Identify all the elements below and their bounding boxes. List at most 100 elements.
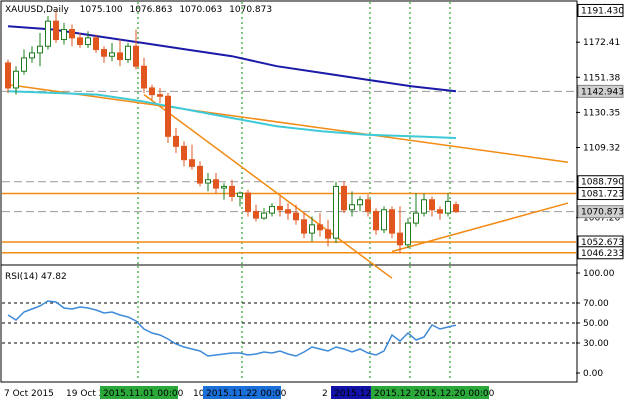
candle[interactable] <box>405 218 411 249</box>
candle[interactable] <box>133 29 139 70</box>
trendline <box>143 94 393 279</box>
symbol-header: XAUUSD,Daily 1075.100 1076.863 1070.063 … <box>5 5 272 15</box>
rsi-tick-label: 30.00 <box>583 339 609 349</box>
candle-body <box>13 70 19 89</box>
candle[interactable] <box>165 92 171 144</box>
moving-averages <box>7 25 457 139</box>
period-marker-box <box>100 386 178 399</box>
rsi-series <box>2 300 576 357</box>
candle[interactable] <box>117 39 123 67</box>
candle[interactable] <box>109 42 115 62</box>
candle[interactable] <box>397 206 403 253</box>
candle[interactable] <box>389 206 395 239</box>
candle[interactable] <box>317 213 323 237</box>
candle[interactable] <box>309 216 315 242</box>
price-tag-label: 1081.723 <box>581 190 624 200</box>
candle[interactable] <box>5 59 11 93</box>
candle[interactable] <box>221 183 227 200</box>
candle[interactable] <box>349 191 355 217</box>
candle[interactable] <box>85 31 91 48</box>
candle[interactable] <box>301 213 307 239</box>
price-tag-label: 1046.233 <box>581 249 624 259</box>
candle-body <box>301 219 307 234</box>
candle-body <box>365 199 371 212</box>
candle[interactable] <box>245 189 251 217</box>
symbol-label: XAUUSD,Daily <box>5 5 69 15</box>
candle[interactable] <box>197 161 203 187</box>
candle-body <box>197 165 203 184</box>
candle[interactable] <box>149 84 155 100</box>
candle[interactable] <box>229 179 235 202</box>
candle[interactable] <box>37 32 43 67</box>
candles[interactable] <box>5 10 459 253</box>
ohlc-close: 1070.873 <box>229 5 272 15</box>
candle[interactable] <box>45 16 51 50</box>
candle[interactable] <box>173 127 179 154</box>
candle-body <box>389 209 395 234</box>
candle[interactable] <box>285 203 291 220</box>
price-tag-label: 1088.790 <box>581 178 624 188</box>
candle[interactable] <box>325 219 331 247</box>
candle[interactable] <box>413 193 419 227</box>
candle-body <box>101 49 107 57</box>
candle[interactable] <box>357 196 363 212</box>
candle[interactable] <box>381 206 387 234</box>
candle[interactable] <box>429 196 435 217</box>
price-tag-label: 1070.873 <box>581 208 624 218</box>
x-tick-label: 7 Oct 2015 <box>4 389 54 399</box>
candle[interactable] <box>13 66 19 95</box>
candle[interactable] <box>93 34 99 53</box>
rsi-line <box>7 300 457 357</box>
x-tick-label: 19 Oct 2015 <box>66 389 122 399</box>
candle[interactable] <box>205 173 211 192</box>
candle[interactable] <box>101 46 107 63</box>
candle[interactable] <box>21 49 27 75</box>
ohlc-low: 1070.063 <box>179 5 222 15</box>
candle-body <box>61 29 67 41</box>
candle-body <box>93 37 99 51</box>
period-marker-box <box>203 386 281 399</box>
price-tick-label: 1109.32 <box>583 143 620 153</box>
candle[interactable] <box>69 24 75 47</box>
candle[interactable] <box>77 32 83 48</box>
candle[interactable] <box>53 10 59 43</box>
candle[interactable] <box>365 194 371 217</box>
candle-body <box>5 62 11 89</box>
candle-body <box>125 45 131 61</box>
candle-body <box>253 210 259 219</box>
candle[interactable] <box>445 193 451 217</box>
candle[interactable] <box>421 193 427 217</box>
price-tag-label: 1052.673 <box>581 238 624 248</box>
candle[interactable] <box>125 42 131 63</box>
candle[interactable] <box>453 201 459 213</box>
candle[interactable] <box>373 208 379 235</box>
candle[interactable] <box>333 181 339 244</box>
price-axis: 100.00 70.00 50.00 30.00 0.00 1172.41 1151.38 1… <box>576 3 624 379</box>
ma-blue-line <box>7 25 457 93</box>
candle[interactable] <box>181 141 187 167</box>
candle[interactable] <box>253 204 259 222</box>
candle[interactable] <box>261 208 267 220</box>
period-marker-label: 2015.12.20 00:00 <box>414 389 495 399</box>
candle[interactable] <box>237 191 243 207</box>
candle-body <box>437 209 443 214</box>
candle-body <box>29 52 35 59</box>
rsi-tick-label: 100.00 <box>583 269 615 279</box>
trendline <box>7 83 569 163</box>
candle[interactable] <box>61 22 67 45</box>
candle[interactable] <box>29 46 35 63</box>
candle[interactable] <box>269 203 275 217</box>
candle[interactable] <box>189 144 195 170</box>
rsi-tick-label: 0.00 <box>583 369 603 379</box>
price-tick-label: 1130.35 <box>583 108 620 118</box>
price-tag-box <box>577 187 624 201</box>
candle[interactable] <box>437 206 443 220</box>
candle[interactable] <box>341 181 347 214</box>
candle[interactable] <box>213 173 219 194</box>
candle[interactable] <box>277 196 283 217</box>
candle[interactable] <box>157 87 163 103</box>
candle-body <box>173 135 179 147</box>
candle[interactable] <box>141 57 147 93</box>
candle[interactable] <box>293 204 299 225</box>
